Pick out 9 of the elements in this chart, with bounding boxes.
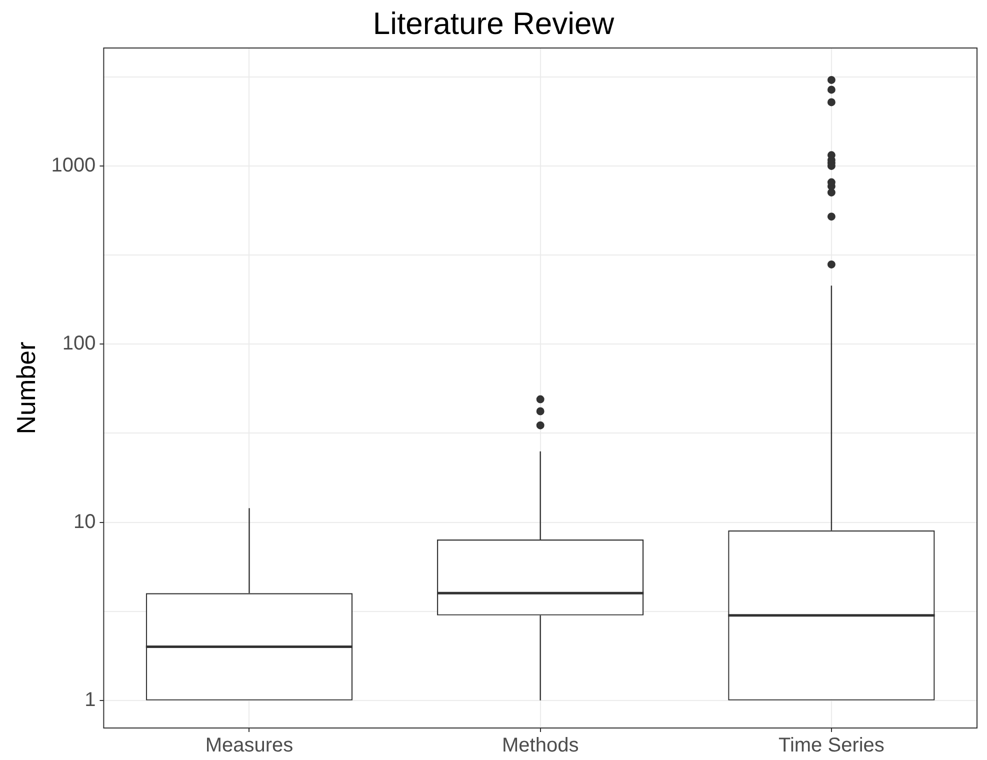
y-tick-label: 1 <box>84 688 96 711</box>
x-tick-label: Time Series <box>778 734 884 757</box>
y-axis-title: Number <box>10 341 41 434</box>
y-tick-label: 100 <box>62 332 96 355</box>
y-tick-label: 1000 <box>51 154 96 176</box>
y-tick-label: 10 <box>73 510 96 533</box>
x-tick-label: Measures <box>205 734 294 757</box>
x-tick-label: Methods <box>502 734 579 757</box>
chart-title: Literature Review <box>372 6 616 42</box>
